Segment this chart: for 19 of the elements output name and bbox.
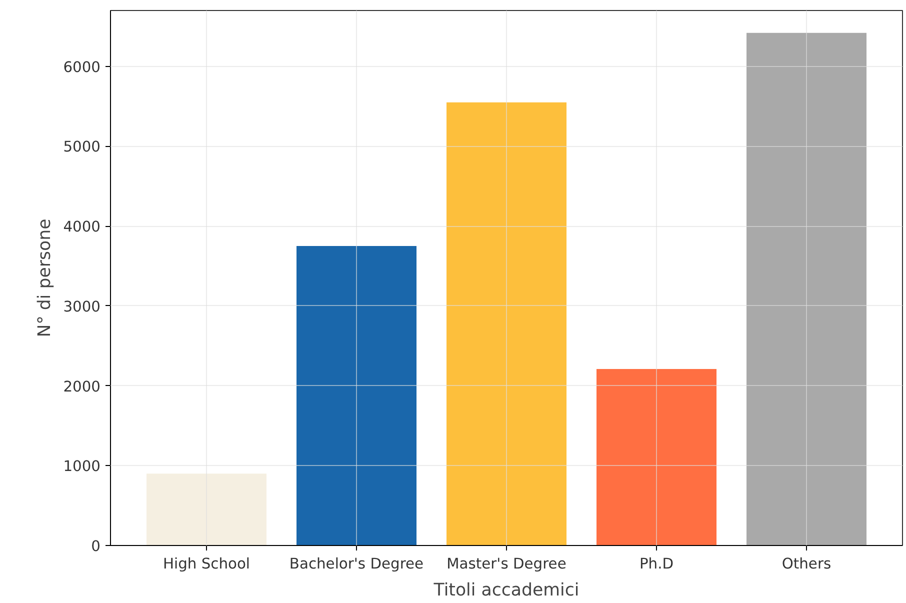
bar xyxy=(446,102,566,546)
bar xyxy=(296,246,416,546)
y-axis-title: N° di persone xyxy=(35,218,56,338)
y-tick-label: 5000 xyxy=(63,138,101,156)
x-tick-label: Ph.D xyxy=(639,556,674,572)
bar xyxy=(146,474,266,546)
y-tick-label: 2000 xyxy=(63,378,101,396)
y-tick-label: 4000 xyxy=(63,218,101,236)
x-tick-label: Master's Degree xyxy=(446,556,566,572)
x-axis-title: Titoli accademici xyxy=(432,580,580,600)
x-tick-label: High School xyxy=(163,556,250,572)
bar xyxy=(596,369,716,546)
y-tick-label: 6000 xyxy=(63,58,101,76)
x-tick-label: Others xyxy=(782,556,832,572)
x-tick-label: Bachelor's Degree xyxy=(289,556,424,572)
y-tick-label: 0 xyxy=(91,538,101,555)
y-tick-label: 3000 xyxy=(63,298,101,316)
y-tick-label: 1000 xyxy=(63,458,101,476)
bar xyxy=(746,32,866,546)
